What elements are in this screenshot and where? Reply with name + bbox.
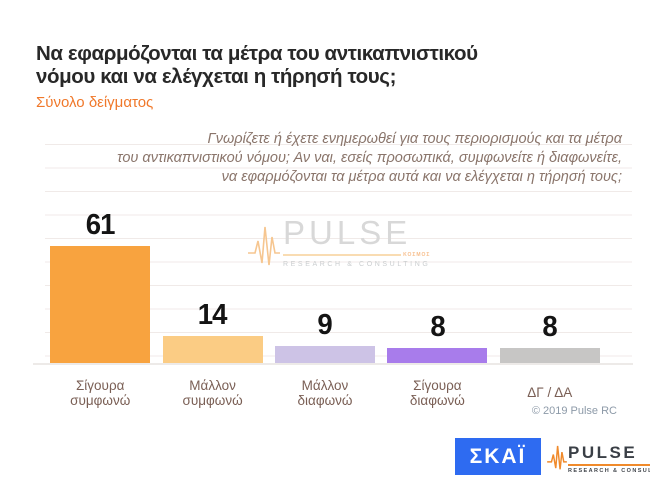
pulse-logo-tagline: RESEARCH & CONSULTING (568, 468, 650, 474)
bar-slot: 9 (269, 311, 381, 363)
category-label: Σίγουρα συμφωνώ (70, 377, 131, 409)
category-labels-row: Σίγουρα συμφωνώ Μάλλον συμφωνώ Μάλλον διαφωνώ… (44, 375, 606, 411)
survey-question-line-2: του αντικαπνιστικού νόμου; Αν ναι, εσείς… (117, 150, 622, 167)
pulse-logo-brand: PULSE (568, 443, 638, 462)
category-label: ΔΓ / ΔΑ (527, 385, 573, 401)
header: Να εφαρμόζονται τα μέτρα του αντικαπνιστ… (36, 42, 478, 111)
survey-question-line-1: Γνωρίζετε ή έχετε ενημερωθεί για τους πε… (207, 131, 622, 147)
bars-row: 61 14 9 8 8 (44, 128, 606, 363)
bar-slot: 8 (494, 313, 606, 363)
page-title-line-1: Να εφαρμόζονται τα μέτρα του αντικαπνιστ… (36, 42, 478, 65)
bar (50, 246, 151, 363)
skai-logo: ΣΚΑΪ (455, 438, 541, 475)
pulse-waveform-icon (248, 219, 280, 276)
category-label: Μάλλον διαφωνώ (297, 377, 353, 409)
chart-x-axis-line (33, 363, 633, 365)
watermark-brand: PULSE (283, 214, 412, 251)
watermark-small-text: ΚΟΣΜΟΣ (403, 252, 431, 258)
pulse-watermark-logo: PULSE ΚΟΣΜΟΣ RESEARCH & CONSULTING (248, 216, 430, 268)
bar-slot: 14 (156, 301, 268, 363)
watermark-rule (283, 254, 402, 256)
bar (499, 348, 600, 363)
bar-value-label: 8 (542, 311, 558, 343)
bar (387, 348, 488, 363)
survey-question-line-3: να εφαρμόζονται τα μέτρα αυτά και να ελέ… (221, 169, 622, 186)
survey-question: Γνωρίζετε ή έχετε ενημερωθεί για τους πε… (117, 130, 622, 188)
category-label: Σίγουρα διαφωνώ (409, 377, 465, 409)
page-title-line-2: νόμου και να ελέγχεται η τήρησή τους; (36, 65, 396, 88)
category-label: Μάλλον συμφωνώ (182, 377, 243, 409)
bar-value-label: 61 (85, 209, 116, 241)
bar-value-label: 9 (317, 309, 333, 341)
bar (274, 346, 375, 363)
bar-value-label: 14 (198, 299, 228, 331)
bar-slot: 61 (44, 211, 156, 363)
bar (162, 336, 263, 363)
skai-logo-text: ΣΚΑΪ (469, 444, 527, 468)
bar-value-label: 8 (430, 311, 445, 343)
sample-subtitle: Σύνολο δείγματος (36, 94, 154, 111)
pulse-logo: PULSE ΚΟΣΜΟΣ RESEARCH & CONSULTING (547, 441, 650, 474)
copyright-note: © 2019 Pulse RC (531, 405, 617, 417)
pulse-logo-rule (568, 463, 650, 466)
watermark-tagline: RESEARCH & CONSULTING (283, 261, 431, 268)
pulse-waveform-icon (547, 441, 567, 478)
bar-slot: 8 (381, 313, 493, 363)
